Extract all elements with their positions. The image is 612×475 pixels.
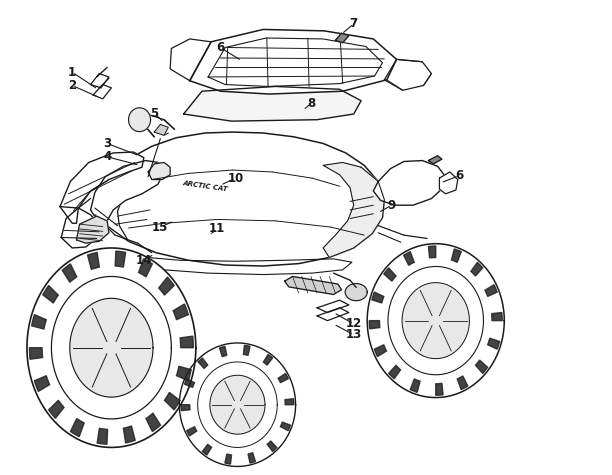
Polygon shape <box>148 162 170 180</box>
Polygon shape <box>428 156 442 164</box>
Polygon shape <box>428 246 436 258</box>
Polygon shape <box>138 259 152 277</box>
Polygon shape <box>91 74 109 88</box>
Polygon shape <box>457 376 468 390</box>
Text: 8: 8 <box>307 97 315 110</box>
Polygon shape <box>373 161 446 205</box>
Polygon shape <box>70 418 84 437</box>
Polygon shape <box>124 426 135 443</box>
Polygon shape <box>165 392 180 410</box>
Polygon shape <box>369 321 380 329</box>
Polygon shape <box>170 39 211 81</box>
Polygon shape <box>388 266 483 375</box>
Text: 5: 5 <box>150 106 159 120</box>
Polygon shape <box>190 29 397 94</box>
Polygon shape <box>115 251 125 267</box>
Polygon shape <box>335 33 349 43</box>
Polygon shape <box>317 300 349 313</box>
Polygon shape <box>129 108 151 132</box>
Polygon shape <box>402 283 469 359</box>
Polygon shape <box>476 360 488 373</box>
Text: 10: 10 <box>228 171 244 185</box>
Text: 15: 15 <box>152 220 168 234</box>
Polygon shape <box>184 379 195 388</box>
Polygon shape <box>97 428 108 444</box>
Polygon shape <box>173 304 188 320</box>
Polygon shape <box>263 354 272 365</box>
Polygon shape <box>452 249 461 262</box>
Polygon shape <box>485 285 497 296</box>
Text: 6: 6 <box>216 41 225 54</box>
Polygon shape <box>267 441 277 452</box>
Text: 14: 14 <box>136 254 152 267</box>
Polygon shape <box>48 400 64 418</box>
Polygon shape <box>210 375 265 434</box>
Polygon shape <box>138 257 352 275</box>
Text: 7: 7 <box>349 17 358 30</box>
Polygon shape <box>372 292 384 303</box>
Text: 13: 13 <box>346 328 362 342</box>
Text: 11: 11 <box>209 222 225 236</box>
Polygon shape <box>203 444 212 455</box>
Polygon shape <box>88 252 99 269</box>
Polygon shape <box>389 365 401 379</box>
Polygon shape <box>225 454 231 464</box>
Polygon shape <box>146 413 160 431</box>
Text: ARCTIC CAT: ARCTIC CAT <box>182 180 228 193</box>
Text: 9: 9 <box>387 199 396 212</box>
Polygon shape <box>76 216 109 243</box>
Polygon shape <box>61 208 99 248</box>
Polygon shape <box>32 314 47 329</box>
Polygon shape <box>439 172 458 194</box>
Polygon shape <box>410 379 420 392</box>
Polygon shape <box>367 244 504 398</box>
Polygon shape <box>176 366 191 381</box>
Polygon shape <box>491 313 502 321</box>
Polygon shape <box>180 336 193 348</box>
Polygon shape <box>248 453 255 463</box>
Polygon shape <box>95 164 148 241</box>
Polygon shape <box>60 152 144 223</box>
Text: 12: 12 <box>346 317 362 331</box>
Polygon shape <box>34 376 50 391</box>
Polygon shape <box>93 85 111 99</box>
Text: 1: 1 <box>68 66 76 79</box>
Polygon shape <box>244 345 250 355</box>
Polygon shape <box>285 399 294 405</box>
Polygon shape <box>198 358 207 369</box>
Text: 3: 3 <box>103 137 111 150</box>
Polygon shape <box>95 132 384 266</box>
Polygon shape <box>471 262 483 276</box>
Polygon shape <box>154 124 168 135</box>
Polygon shape <box>29 348 43 359</box>
Polygon shape <box>317 308 349 321</box>
Polygon shape <box>184 86 361 121</box>
Polygon shape <box>220 346 227 357</box>
Polygon shape <box>404 252 414 266</box>
Polygon shape <box>181 405 190 411</box>
Text: 4: 4 <box>103 150 111 163</box>
Polygon shape <box>375 345 387 357</box>
Polygon shape <box>70 298 153 397</box>
Text: 6: 6 <box>455 169 463 182</box>
Polygon shape <box>91 161 164 233</box>
Polygon shape <box>43 285 58 303</box>
Polygon shape <box>488 338 499 349</box>
Text: 2: 2 <box>68 79 76 92</box>
Polygon shape <box>345 284 367 301</box>
Polygon shape <box>179 343 296 466</box>
Polygon shape <box>51 276 171 419</box>
Polygon shape <box>278 373 288 383</box>
Polygon shape <box>384 268 396 281</box>
Polygon shape <box>280 422 291 431</box>
Polygon shape <box>323 162 384 257</box>
Polygon shape <box>285 276 341 294</box>
Polygon shape <box>384 59 431 90</box>
Polygon shape <box>27 248 196 447</box>
Polygon shape <box>436 383 443 395</box>
Polygon shape <box>198 362 277 447</box>
Polygon shape <box>159 277 174 295</box>
Polygon shape <box>62 264 76 282</box>
Polygon shape <box>187 427 197 436</box>
